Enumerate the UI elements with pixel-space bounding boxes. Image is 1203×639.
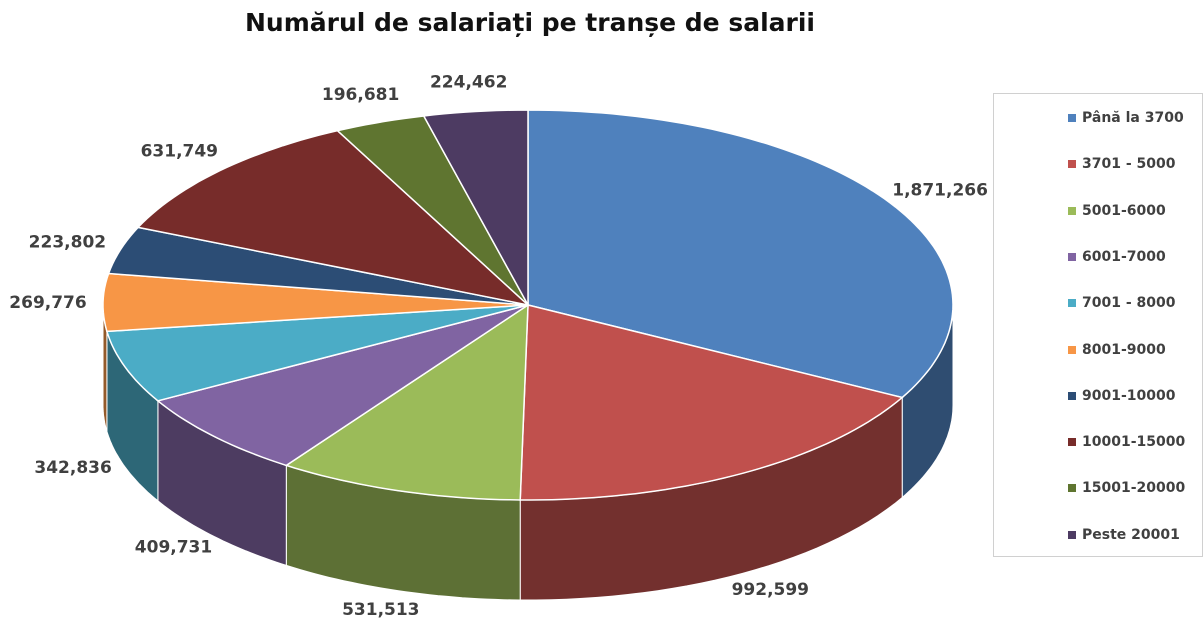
legend-swatch bbox=[1068, 345, 1076, 354]
legend-label: 10001-15000 bbox=[1082, 434, 1186, 451]
data-label: 1,871,266 bbox=[892, 181, 988, 201]
legend-swatch bbox=[1068, 252, 1076, 261]
legend: Până la 3700 3701 - 5000 5001-6000 6001-700… bbox=[993, 93, 1203, 557]
legend-label: 6001-7000 bbox=[1082, 248, 1166, 265]
legend-item: 6001-7000 bbox=[1068, 249, 1166, 265]
legend-item: 3701 - 5000 bbox=[1068, 156, 1176, 172]
legend-item: 15001-20000 bbox=[1068, 480, 1185, 496]
legend-item: 10001-15000 bbox=[1068, 434, 1185, 450]
legend-swatch bbox=[1068, 114, 1076, 122]
legend-swatch bbox=[1068, 299, 1076, 308]
slice-1 bbox=[519, 304, 904, 501]
slice-6 bbox=[107, 226, 529, 306]
legend-label: 3701 - 5000 bbox=[1082, 156, 1176, 173]
data-label: 631,749 bbox=[141, 141, 218, 161]
data-label: 224,462 bbox=[430, 73, 507, 93]
data-label: 531,513 bbox=[342, 600, 419, 620]
legend-swatch bbox=[1068, 206, 1076, 215]
legend-label: 5001-6000 bbox=[1082, 202, 1166, 219]
data-label: 342,836 bbox=[34, 458, 111, 478]
slice-8 bbox=[335, 115, 529, 306]
legend-item: 7001 - 8000 bbox=[1068, 295, 1176, 311]
data-label: 992,599 bbox=[732, 580, 809, 600]
legend-label: 8001-9000 bbox=[1082, 341, 1166, 358]
slice-4 bbox=[105, 304, 529, 402]
legend-swatch bbox=[1068, 438, 1076, 447]
data-label: 223,802 bbox=[29, 233, 106, 253]
legend-label: 15001-20000 bbox=[1082, 480, 1186, 497]
slice-3 bbox=[156, 304, 529, 467]
slice-5 bbox=[102, 272, 529, 333]
slice-9 bbox=[422, 109, 529, 306]
pie-chart: 1,871,266 992,599 531,513 409,731 342,836 269… bbox=[9, 73, 988, 621]
data-label: 196,681 bbox=[322, 85, 399, 105]
slice-2 bbox=[284, 303, 529, 501]
legend-item: 9001-10000 bbox=[1068, 388, 1175, 404]
legend-item: 5001-6000 bbox=[1068, 203, 1166, 219]
legend-swatch bbox=[1068, 160, 1076, 169]
chart-title: Numărul de salariați pe tranșe de salari… bbox=[244, 8, 816, 37]
legend-label: Peste 20001 bbox=[1082, 526, 1180, 543]
legend-item: 8001-9000 bbox=[1068, 342, 1166, 358]
legend-swatch bbox=[1068, 391, 1076, 400]
slice-0 bbox=[527, 109, 954, 399]
legend-swatch bbox=[1068, 530, 1076, 539]
legend-item: Până la 3700 bbox=[1068, 110, 1184, 126]
legend-swatch bbox=[1068, 484, 1076, 493]
data-label: 269,776 bbox=[9, 293, 86, 313]
legend-label: Până la 3700 bbox=[1082, 110, 1184, 126]
slice-7 bbox=[136, 129, 531, 307]
legend-item: Peste 20001 bbox=[1068, 527, 1180, 543]
legend-label: 7001 - 8000 bbox=[1082, 295, 1176, 312]
data-label: 409,731 bbox=[135, 538, 212, 558]
legend-label: 9001-10000 bbox=[1082, 387, 1176, 404]
